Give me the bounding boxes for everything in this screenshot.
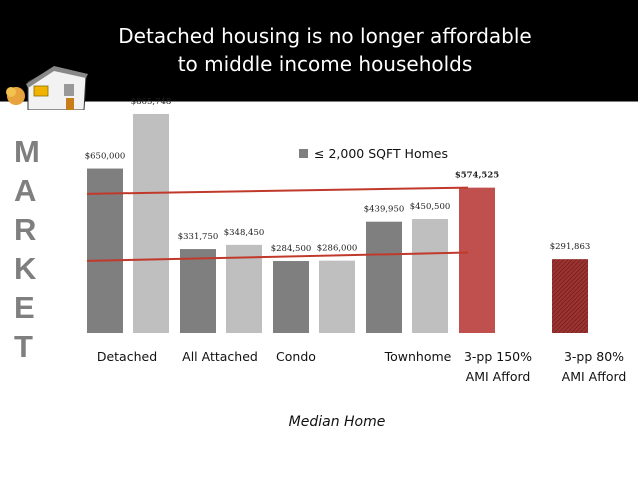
legend: ≤ 2,000 SQFT Homes: [299, 146, 448, 161]
bar-value-label-8: $574,525: [455, 171, 499, 181]
bar-value-label-4: $284,500: [271, 244, 312, 254]
reference-line-0: [86, 186, 469, 195]
bar-value-label-2: $331,750: [178, 232, 219, 242]
category-label-3-0: Townhome: [384, 349, 452, 364]
side-letter-6: T: [14, 329, 33, 364]
title-banner: [0, 0, 638, 102]
title-line-2: to middle income households: [177, 52, 473, 76]
bars-layer: [87, 113, 588, 333]
bar-0: [87, 168, 123, 333]
bar-value-label-5: $286,000: [317, 244, 358, 254]
bar-value-label-7: $450,500: [410, 202, 451, 212]
x-axis-title: Median Home: [289, 414, 386, 430]
side-letter-5: E: [14, 290, 35, 325]
category-label-1-0: All Attached: [182, 349, 258, 364]
bar-7: [412, 219, 448, 333]
house-logo: [6, 66, 88, 110]
bar-8: [459, 187, 495, 333]
side-letter-2: A: [14, 173, 37, 208]
bar-value-label-9: $291,863: [550, 242, 591, 252]
bar-1: [133, 113, 169, 333]
category-labels: Detached All Attached Condo Townhome 3-pp 15…: [97, 349, 626, 384]
title-line-1: Detached housing is no longer affordable: [118, 24, 532, 48]
bar-2: [180, 249, 216, 333]
slide-title: Detached housing is no longer affordable…: [95, 22, 555, 78]
bar-9: [552, 259, 588, 333]
category-label-2-0: Condo: [276, 349, 316, 364]
bar-6: [366, 221, 402, 333]
reference-lines: [86, 186, 469, 262]
bar-value-label-6: $439,950: [364, 205, 405, 215]
reference-line-1: [86, 251, 469, 262]
bar-value-label-3: $348,450: [224, 228, 265, 238]
category-label-4-1: AMI Afford: [466, 369, 531, 384]
category-label-0-0: Detached: [97, 349, 157, 364]
side-word: M A R K E T: [14, 132, 54, 366]
legend-label-0: ≤ 2,000 SQFT Homes: [314, 146, 448, 161]
category-label-5-1: AMI Afford: [562, 369, 627, 384]
side-letter-3: R: [14, 212, 37, 247]
side-letter-4: K: [14, 251, 37, 286]
bar-value-label-1: $865,748: [131, 97, 172, 107]
bar-4: [273, 261, 309, 333]
bar-5: [319, 260, 355, 333]
side-letter-1: M: [14, 134, 40, 169]
category-label-5-0: 3-pp 80%: [564, 349, 624, 364]
legend-swatch-0: [299, 149, 308, 158]
category-label-4-0: 3-pp 150%: [464, 349, 532, 364]
bar-labels: $650,000 $865,748 $331,750 $348,450 $284,500…: [85, 97, 591, 254]
bar-value-label-0: $650,000: [85, 152, 126, 162]
bar-3: [226, 244, 262, 333]
